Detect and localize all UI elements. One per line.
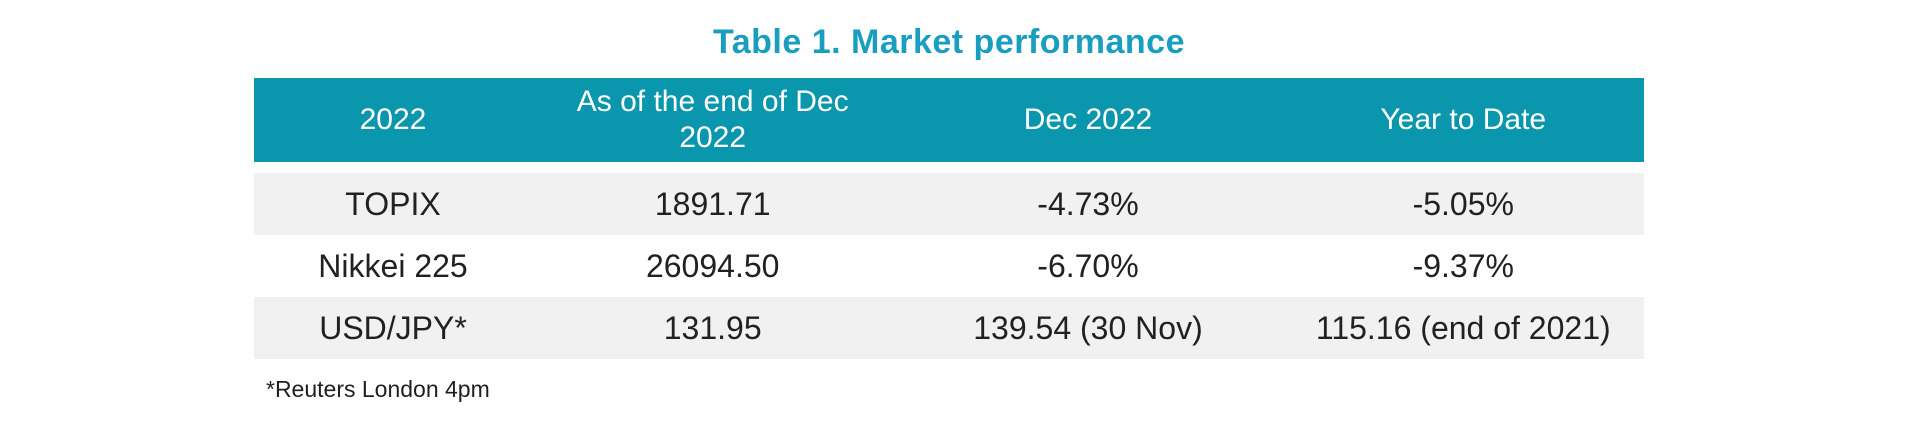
table-row-nikkei-225: Nikkei 225 26094.50 -6.70% -9.37% [254, 235, 1644, 297]
table-container: Table 1. Market performance 2022 As of t… [254, 0, 1644, 403]
cell-instrument: Nikkei 225 [318, 247, 468, 284]
cell-instrument: USD/JPY* [319, 309, 467, 346]
table-title: Table 1. Market performance [712, 23, 1186, 61]
header-cell-dec-2022: Dec 2022 [893, 78, 1282, 162]
table-row-usd-jpy: USD/JPY* 131.95 139.54 (30 Nov) 115.16 (… [254, 297, 1644, 359]
header-label: 2022 [359, 103, 427, 136]
table-header-row: 2022 As of the end of Dec 2022 Dec 2022 … [254, 78, 1644, 162]
cell-level: 1891.71 [654, 185, 771, 222]
header-label: Dec 2022 [1023, 103, 1153, 136]
header-label: As of the end of Dec 2022 [576, 85, 849, 154]
market-performance-table: 2022 As of the end of Dec 2022 Dec 2022 … [254, 78, 1644, 359]
cell-month-change: -6.70% [1037, 247, 1139, 284]
cell-level: 26094.50 [645, 247, 780, 284]
cell-ytd-change: 115.16 (end of 2021) [1315, 309, 1611, 346]
table-footnote: *Reuters London 4pm [266, 376, 490, 402]
header-label: Year to Date [1380, 103, 1547, 136]
header-cell-year-to-date: Year to Date [1283, 78, 1644, 162]
cell-ytd-change: -5.05% [1412, 185, 1514, 222]
cell-instrument: TOPIX [345, 185, 441, 222]
cell-month-change: 139.54 (30 Nov) [973, 309, 1203, 346]
cell-ytd-change: -9.37% [1412, 247, 1514, 284]
cell-level: 131.95 [663, 309, 762, 346]
header-cell-2022: 2022 [254, 78, 532, 162]
table-row-topix: TOPIX 1891.71 -4.73% -5.05% [254, 173, 1644, 235]
header-cell-end-of-dec: As of the end of Dec 2022 [532, 78, 893, 162]
cell-month-change: -4.73% [1037, 185, 1139, 222]
